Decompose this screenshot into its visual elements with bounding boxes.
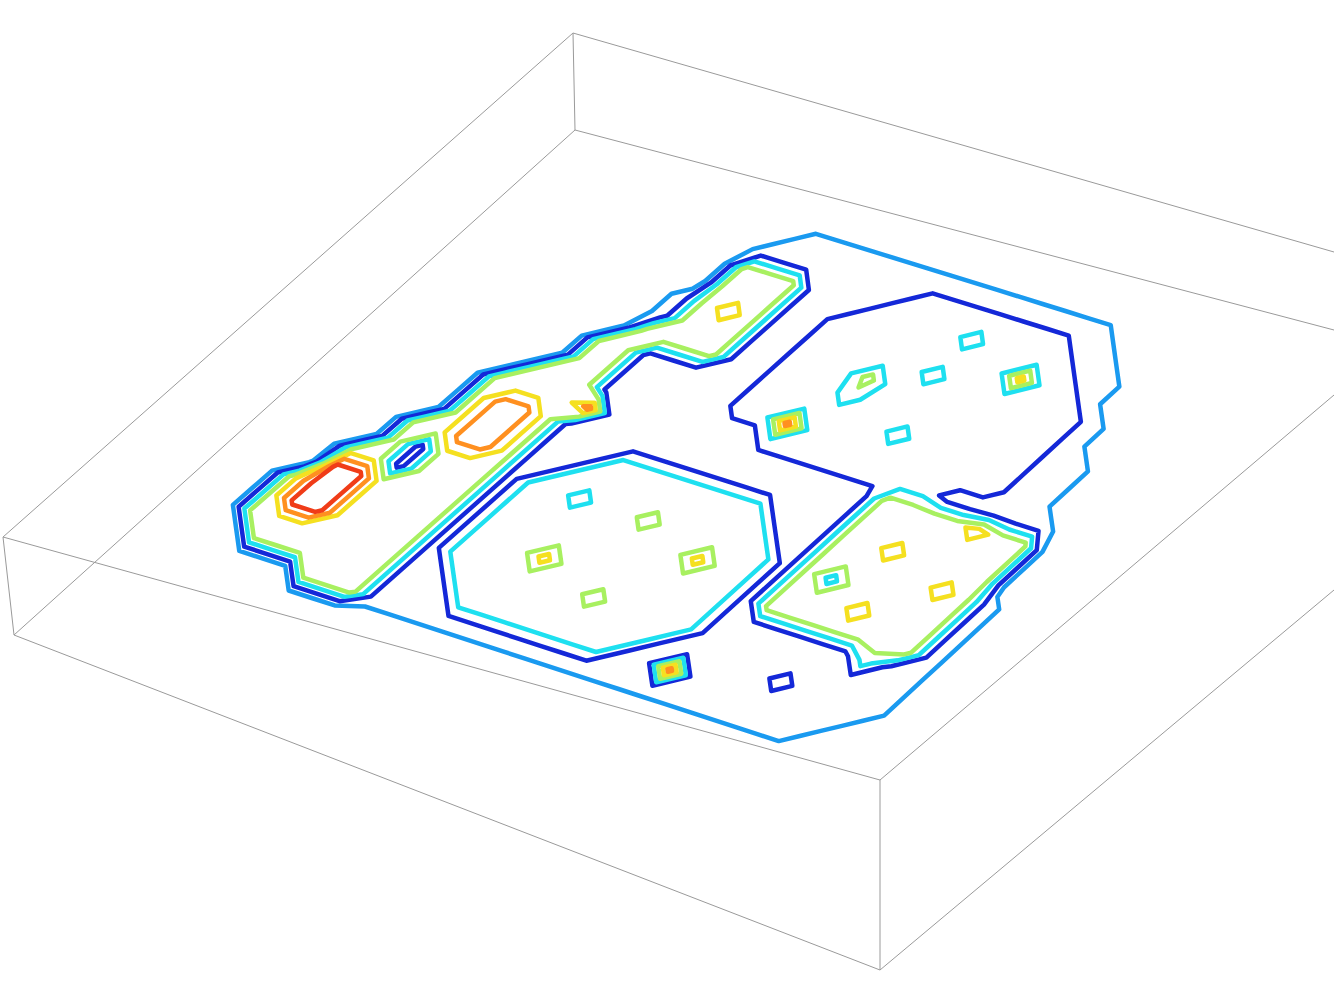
contour-line (244, 261, 801, 597)
contour-line (1017, 376, 1025, 382)
contour-line (837, 366, 885, 405)
contour-level (284, 399, 790, 672)
box-edge (880, 590, 1334, 970)
contour-lines (233, 234, 1119, 741)
contour-level (250, 267, 1032, 679)
contour-line (233, 234, 1119, 741)
contour-level (292, 465, 362, 512)
contour-line (779, 417, 796, 430)
contour-line (284, 459, 369, 518)
contour-line (239, 256, 809, 602)
contour-line (784, 422, 790, 426)
contour-level (239, 256, 1081, 691)
box-edge (880, 395, 1334, 780)
contour-line (773, 413, 801, 435)
box-edge (573, 33, 575, 130)
contour-level (244, 261, 1039, 682)
contour-line (276, 453, 376, 523)
contour-line (456, 399, 529, 449)
contour-line (965, 527, 988, 539)
contour-line (767, 409, 807, 439)
contour-line (539, 554, 550, 563)
contour-line (758, 489, 1032, 666)
contour-line (572, 403, 596, 414)
contour-line (637, 512, 660, 529)
contour-line (445, 391, 541, 459)
contour-line (769, 673, 792, 691)
contour-line (583, 406, 591, 410)
contour-level (276, 303, 1024, 675)
contour-line (680, 547, 714, 573)
contour-line (658, 661, 681, 679)
box-edge (3, 33, 573, 537)
box-edge (880, 780, 881, 970)
contour-line (1009, 371, 1032, 389)
contour-line (931, 582, 954, 600)
contour-line (826, 575, 837, 584)
contour-line (250, 267, 794, 593)
contour-line (649, 654, 690, 686)
box-edge (573, 33, 1334, 252)
box-edge (3, 537, 14, 635)
contour-line (381, 433, 439, 479)
contour-line (859, 374, 874, 387)
contour-line (960, 332, 983, 349)
bounding-box (3, 33, 1334, 970)
contour-line (717, 303, 740, 320)
contour-line (663, 665, 677, 676)
chart-svg (0, 0, 1334, 1000)
contour-line (766, 498, 1026, 655)
contour-line (1002, 365, 1040, 394)
contour-line (292, 465, 362, 512)
contour-line (730, 293, 1081, 675)
contour-line (846, 603, 869, 621)
contour-line (814, 566, 848, 592)
contour-line (881, 543, 904, 561)
contour-line (692, 556, 703, 565)
contour-line (886, 426, 909, 443)
contour-line (527, 545, 561, 571)
contour-level (233, 234, 1119, 741)
contour-line (568, 490, 591, 507)
contour-line (582, 589, 605, 606)
contour-line (667, 668, 672, 672)
contour-line (922, 367, 945, 384)
contour-line (450, 460, 768, 652)
contour-line (654, 658, 686, 683)
box-edge (14, 635, 880, 970)
